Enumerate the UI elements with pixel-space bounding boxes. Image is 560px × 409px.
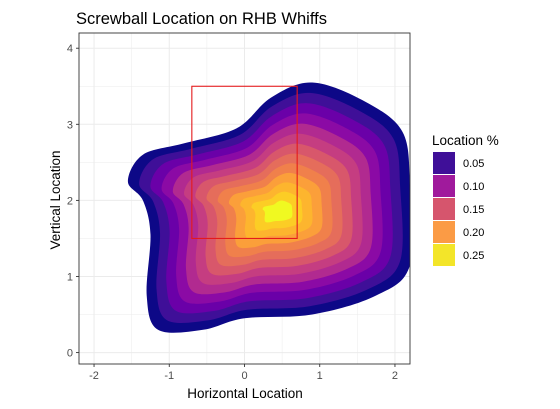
legend-label: 0.15	[463, 204, 484, 216]
x-tick-label: -1	[164, 370, 174, 382]
y-tick-label: 0	[67, 348, 73, 360]
legend-swatch	[433, 198, 455, 220]
x-tick-label: 1	[317, 370, 323, 382]
legend-label: 0.05	[463, 158, 484, 170]
density-contours	[127, 82, 410, 333]
y-tick-label: 4	[67, 43, 73, 55]
y-axis-title: Vertical Location	[48, 150, 63, 249]
chart-title: Screwball Location on RHB Whiffs	[76, 10, 327, 28]
legend-label: 0.20	[463, 227, 484, 239]
plot-panel: -2 -1 0 1 2 0 1 2 3 4	[67, 32, 411, 382]
legend-label: 0.10	[463, 181, 484, 193]
y-tick-label: 2	[67, 195, 73, 207]
y-tick-label: 3	[67, 119, 73, 131]
x-tick-label: 2	[392, 370, 398, 382]
legend-title: Location %	[432, 133, 499, 148]
legend-swatch	[433, 152, 455, 174]
legend-item: 0.25	[433, 244, 484, 266]
legend-item: 0.10	[433, 175, 484, 197]
legend-item: 0.05	[433, 152, 484, 174]
legend-swatch	[433, 221, 455, 243]
legend-item: 0.15	[433, 198, 484, 220]
legend: Location % 0.05 0.10 0.15 0.20 0.25	[432, 133, 499, 266]
legend-swatch	[433, 175, 455, 197]
x-axis-title: Horizontal Location	[187, 386, 303, 401]
legend-label: 0.25	[463, 250, 484, 262]
x-tick-label: -2	[89, 370, 99, 382]
density-level-13	[262, 200, 293, 223]
y-tick-label: 1	[67, 271, 73, 283]
legend-item: 0.20	[433, 221, 484, 243]
x-tick-label: 0	[241, 370, 247, 382]
legend-swatch	[433, 244, 455, 266]
strike-zone-box	[191, 85, 298, 239]
